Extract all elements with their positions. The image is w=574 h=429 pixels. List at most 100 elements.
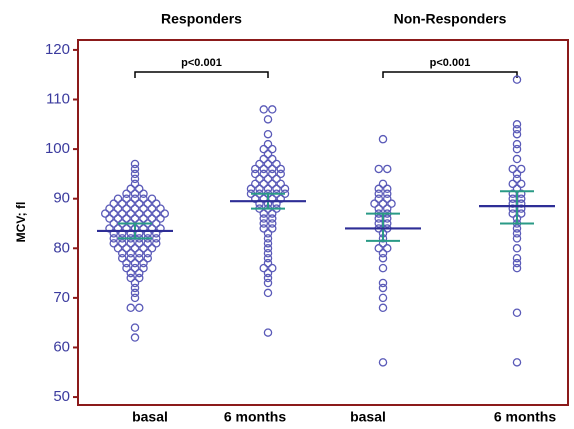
data-point <box>263 258 273 268</box>
data-point <box>122 214 131 223</box>
data-point <box>263 229 273 238</box>
data-point <box>512 258 522 268</box>
data-point <box>382 189 392 198</box>
y-tick-label: 120 <box>45 41 70 58</box>
data-point <box>122 258 131 268</box>
data-point <box>382 184 392 194</box>
data-point <box>130 179 140 189</box>
data-point <box>151 239 161 248</box>
data-point <box>512 263 522 273</box>
data-point <box>139 224 148 233</box>
data-point <box>147 204 157 213</box>
y-tick-label: 60 <box>53 338 70 355</box>
data-point <box>130 169 140 179</box>
data-point <box>267 169 277 179</box>
data-point <box>143 199 152 208</box>
data-point <box>130 189 140 198</box>
data-point <box>143 229 152 238</box>
data-point <box>263 184 273 194</box>
data-point <box>263 278 273 288</box>
data-point <box>382 164 392 174</box>
data-point <box>276 194 285 203</box>
data-point <box>130 214 140 223</box>
data-point <box>156 214 165 223</box>
data-point <box>101 209 110 218</box>
data-point <box>109 199 119 208</box>
data-point <box>267 263 277 273</box>
data-point <box>143 209 152 218</box>
data-point <box>118 199 127 208</box>
x-tick-label: basal <box>350 409 386 425</box>
data-point <box>374 164 383 174</box>
data-point <box>156 204 165 213</box>
x-tick-label: 6 months <box>224 409 286 425</box>
data-point <box>151 209 161 218</box>
data-point <box>130 164 140 174</box>
data-point <box>105 214 114 223</box>
data-point <box>156 224 165 233</box>
data-point <box>130 288 140 298</box>
data-point <box>263 248 273 258</box>
data-point <box>378 253 388 263</box>
data-point <box>130 263 140 273</box>
data-point <box>134 184 144 194</box>
data-point <box>122 194 131 203</box>
data-point <box>378 134 388 144</box>
data-point <box>113 214 123 223</box>
data-point <box>250 179 260 189</box>
data-point <box>246 184 256 194</box>
data-point <box>134 253 144 263</box>
data-point <box>143 239 152 248</box>
data-point <box>512 154 522 164</box>
data-point <box>517 164 526 174</box>
data-point <box>139 244 148 253</box>
data-point <box>134 273 144 283</box>
data-point <box>267 224 277 233</box>
y-tick-label: 50 <box>53 388 70 405</box>
data-point <box>250 164 260 174</box>
data-point <box>151 199 161 208</box>
data-point <box>259 263 268 273</box>
y-tick-label: 110 <box>46 90 70 107</box>
data-point <box>263 139 273 149</box>
data-point <box>143 248 152 258</box>
data-point <box>139 204 148 213</box>
data-point <box>276 179 285 189</box>
data-point <box>512 308 522 318</box>
data-point <box>134 268 144 278</box>
data-point <box>272 159 281 169</box>
data-point <box>118 239 127 248</box>
data-point <box>255 199 264 208</box>
data-point <box>126 199 136 208</box>
data-point <box>272 184 281 194</box>
data-point <box>259 219 268 228</box>
data-point <box>382 204 392 213</box>
data-point <box>512 169 522 179</box>
y-tick-label: 80 <box>53 239 70 256</box>
data-point <box>139 194 148 203</box>
data-point <box>512 75 522 84</box>
data-point <box>259 209 268 218</box>
data-point <box>378 179 388 189</box>
data-point <box>259 164 268 174</box>
data-point <box>374 194 383 203</box>
data-point <box>130 204 140 213</box>
x-tick-label: basal <box>132 409 168 425</box>
data-point <box>126 273 136 283</box>
data-point <box>508 164 517 174</box>
data-point <box>267 219 277 228</box>
data-point <box>259 214 268 223</box>
data-point <box>267 105 277 114</box>
data-point <box>378 303 388 313</box>
data-point <box>374 189 383 198</box>
data-point <box>139 214 148 223</box>
data-point <box>109 239 119 248</box>
data-point <box>255 184 264 194</box>
data-point <box>263 253 273 263</box>
data-point <box>263 149 273 159</box>
data-point <box>259 105 268 114</box>
data-point <box>267 154 277 164</box>
data-point <box>126 184 136 194</box>
data-point <box>259 144 268 154</box>
data-point <box>134 199 144 208</box>
